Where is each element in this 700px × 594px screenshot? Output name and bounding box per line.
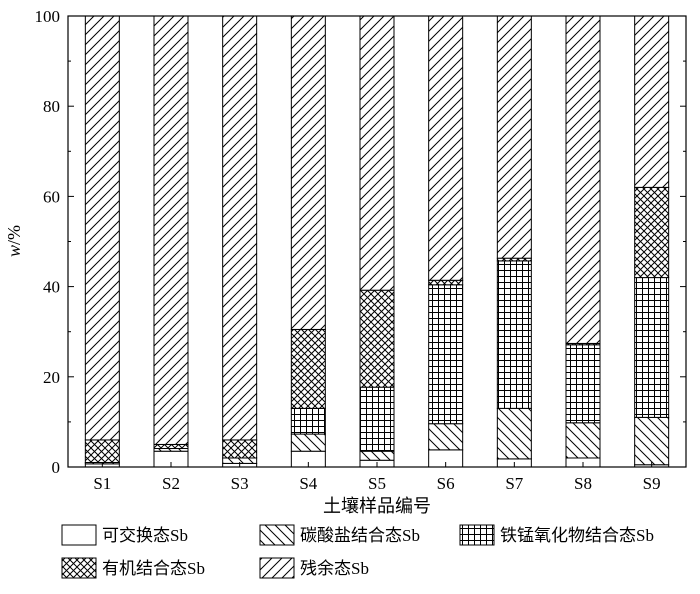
bar-segment-S8-series-1 <box>565 422 601 459</box>
bar-segment-S6-series-1 <box>428 423 464 451</box>
y-tick-label: 100 <box>35 7 61 26</box>
x-tick-label: S7 <box>505 474 523 493</box>
legend-label-1: 碳酸盐结合态Sb <box>300 526 420 545</box>
bar-segment-S8-series-4 <box>565 15 601 344</box>
bar-segment-S4-series-3 <box>290 328 326 409</box>
bar-segment-S4-series-1 <box>290 433 326 452</box>
bar-segment-S5-series-3 <box>359 289 395 388</box>
x-tick-label: S2 <box>162 474 180 493</box>
y-axis-title-symbol: w <box>4 245 24 257</box>
legend-label-0: 可交换态Sb <box>102 526 188 545</box>
legend-label-3: 有机结合态Sb <box>102 559 205 578</box>
bar-segment-S8-series-2 <box>565 344 601 424</box>
bar-segment-S6-series-2 <box>428 284 464 425</box>
legend-swatch-4 <box>259 557 295 579</box>
bar-segment-S6-series-3 <box>428 279 464 286</box>
legend-swatch-0 <box>61 524 97 546</box>
y-tick-label: 20 <box>43 368 60 387</box>
bar-segment-S4-series-2 <box>290 407 326 435</box>
x-tick-label: S6 <box>437 474 455 493</box>
bar-segment-S5-series-2 <box>359 386 395 452</box>
bar-segment-S2-series-4 <box>153 15 189 445</box>
legend-swatch-2 <box>459 524 495 546</box>
y-axis-title-unit: /% <box>4 225 24 245</box>
bar-segment-S9-series-3 <box>634 186 670 279</box>
x-tick-label: S5 <box>368 474 386 493</box>
y-axis: 0 20 40 60 80 100 <box>35 7 686 477</box>
bar-segment-S3-series-3 <box>222 439 258 459</box>
y-tick-label: 40 <box>43 278 60 297</box>
bar-segment-S7-series-4 <box>496 15 532 259</box>
y-tick-label: 60 <box>43 187 60 206</box>
legend-swatch-3 <box>61 557 97 579</box>
bar-segment-S9-series-2 <box>634 277 670 418</box>
bar-segment-S2-series-3 <box>153 443 189 450</box>
bars-layer <box>84 15 670 468</box>
legend: 可交换态Sb 碳酸盐结合态Sb 铁锰氧化物结合态Sb 有机结合态Sb 残余态Sb <box>61 524 654 579</box>
legend-swatch-1 <box>259 524 295 546</box>
bar-segment-S4-series-4 <box>290 15 326 330</box>
x-axis: S1 S2 S3 S4 S5 S6 S7 S8 S9 <box>93 462 661 493</box>
bar-segment-S6-series-4 <box>428 15 464 281</box>
x-tick-label: S8 <box>574 474 592 493</box>
bar-segment-S1-series-4 <box>84 15 120 441</box>
bar-segment-S5-series-4 <box>359 15 395 291</box>
x-tick-label: S4 <box>299 474 317 493</box>
x-tick-label: S1 <box>93 474 111 493</box>
bar-segment-S5-series-1 <box>359 450 395 461</box>
legend-label-4: 残余态Sb <box>300 559 369 578</box>
x-tick-label: S9 <box>643 474 661 493</box>
bar-segment-S7-series-1 <box>496 407 532 460</box>
bar-segment-S7-series-2 <box>496 260 532 409</box>
y-axis-title: w/% <box>4 225 24 257</box>
y-tick-label: 80 <box>43 97 60 116</box>
x-axis-title: 土壤样品编号 <box>323 496 431 516</box>
bar-segment-S9-series-4 <box>634 15 670 188</box>
x-tick-label: S3 <box>231 474 249 493</box>
bar-segment-S1-series-3 <box>84 439 120 463</box>
legend-label-2: 铁锰氧化物结合态Sb <box>500 526 654 545</box>
bar-segment-S9-series-1 <box>634 416 670 466</box>
bar-segment-S3-series-4 <box>222 15 258 441</box>
y-tick-label: 0 <box>52 458 61 477</box>
